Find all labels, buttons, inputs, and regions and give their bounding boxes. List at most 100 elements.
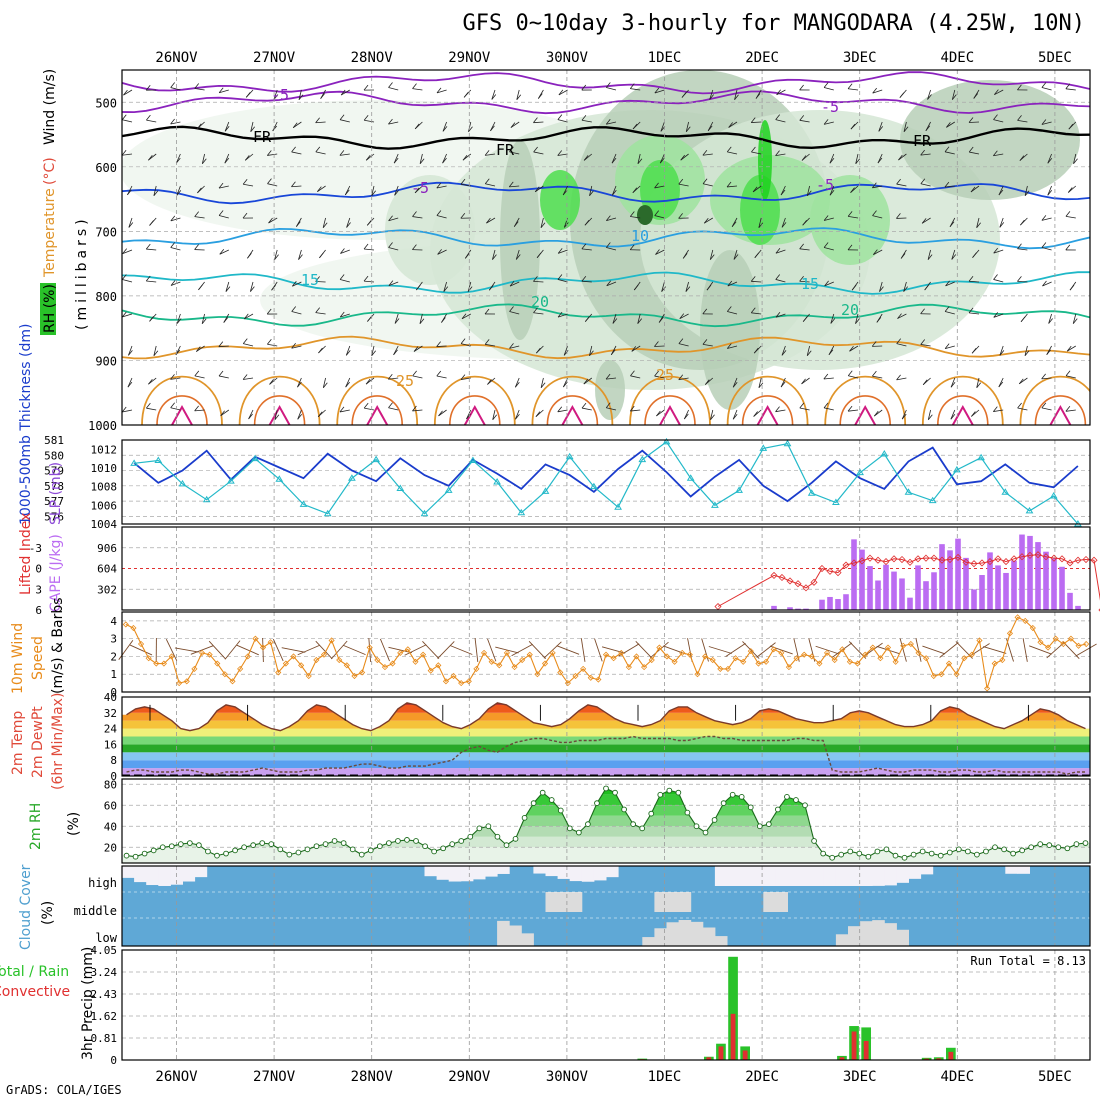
rh-band [122,788,1090,795]
precip-tick: 3.24 [91,966,118,979]
cloud-frame [121,865,1091,947]
wind10-barb [118,640,134,660]
wind-barb [727,311,738,315]
wind-barb [153,185,157,196]
cloud-ylabel: Cloud Cover [18,864,34,950]
wind-barb [292,280,297,287]
wind-barb [224,153,230,164]
isotherm-line [171,404,193,425]
wind-barb [1065,370,1071,376]
slp-point [614,503,622,510]
wind-barb [680,154,686,161]
wind-barb [146,280,157,283]
wind-barb [346,222,351,228]
wind-barb [606,407,617,411]
wind-barb [540,377,544,388]
wind-barb [830,318,836,324]
wind10-barb [422,640,440,660]
cloud-low-gap [678,920,692,946]
wind-barb [345,381,350,388]
slp-point [638,455,647,463]
lifted-index-point [786,577,794,585]
wind-barb [873,410,879,417]
cloud-mid-gap [545,892,559,912]
wind-barb [611,190,617,196]
lifted-index-point [842,561,850,569]
lifted-index-point [1042,553,1050,561]
wind-barb [946,121,956,128]
wind10-point [328,637,335,644]
wind-barb [976,382,982,388]
date-label-bottom: 4DEC [940,1069,974,1085]
rh2m-frame [121,778,1091,864]
wind10-point [1083,640,1090,648]
lifted-index-point [858,557,866,565]
cape-tick: 302 [97,583,117,596]
wind-barb [484,308,490,315]
wind-barb [637,158,643,164]
wind-barb [799,402,805,409]
wind-barb [416,284,421,291]
lifted-index-point [714,602,722,611]
wind-barb [268,217,278,224]
pressure-unit-label: (millibars) [74,215,90,330]
wind-barb [969,151,980,155]
wind-barb [611,185,617,196]
wind10-point [717,665,724,672]
wind-barb [920,339,926,345]
wind-barb [823,215,829,221]
cape-bar [1011,560,1017,610]
cloud-mid-gap [666,892,680,912]
wind-barb [460,178,466,185]
wind10-point [183,678,190,685]
wind-barb [274,249,278,260]
rh2m-point [847,848,854,855]
thickness-tick: 580 [44,449,64,462]
rh2m-point [974,851,980,858]
wind-barb [437,249,442,255]
lifted-index-point [826,567,834,575]
wind-barb [878,121,883,132]
slp-point [807,489,816,496]
wind-barb [315,312,326,315]
wind-barb [726,343,732,349]
wind-barb [536,252,542,259]
rh-band [122,826,1090,837]
wind10-point [755,660,762,667]
temp2m-line [126,702,1086,732]
wind-barb [710,409,714,420]
wind10-barb [708,646,732,654]
wind-barb [534,186,540,193]
wind-barb [393,349,398,356]
isotherm-label: FR [496,141,515,159]
wind-barb [801,377,810,385]
wind10-point [907,640,914,648]
wind-barb [1020,219,1025,226]
rh2m-point [603,785,609,792]
wind-barb [170,118,175,125]
cape-bar [947,550,953,610]
wind-barb [244,155,250,161]
wind-barb [363,275,369,282]
slp-point [759,444,768,451]
temp2m-frame [121,696,1091,777]
isotherm-label: FR [253,128,272,146]
lifted-index-point [874,556,882,564]
wind-barb [903,281,907,292]
wind-barb [1047,185,1052,196]
rh-label: RH (%) [42,284,58,333]
rh2m-point [756,823,763,830]
wind-barb [589,185,593,196]
wind-barb [872,182,877,189]
wind-barb [632,123,638,130]
wind-barb [388,247,399,251]
wind-barb [513,221,519,227]
wind-barb [807,190,812,196]
wind-barb [318,347,323,354]
cape-bar [1067,592,1073,610]
wind-barb [1024,350,1030,356]
wind-barb [993,279,1004,283]
wind-barb [558,89,564,96]
wind10-point [496,662,503,669]
wind-barb [274,414,280,420]
